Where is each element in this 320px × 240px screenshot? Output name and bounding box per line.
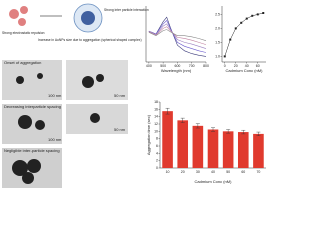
bar <box>237 132 249 168</box>
axes <box>145 6 206 63</box>
x-tick-label: 0 <box>224 64 226 68</box>
axes <box>221 6 266 63</box>
y-tick-label: 12 <box>154 122 158 126</box>
bar <box>192 125 204 168</box>
tem-panels: Onset of aggregation Decreasing interpar… <box>2 60 128 188</box>
particle <box>35 120 45 130</box>
error-bar <box>180 117 185 123</box>
point <box>240 21 243 24</box>
bar <box>177 120 189 168</box>
error-bar <box>211 127 215 132</box>
x-tick-label: 60 <box>256 64 260 68</box>
spectrum-line <box>148 29 207 42</box>
particle <box>16 76 24 84</box>
point <box>234 27 237 30</box>
x-tick-label: 20 <box>181 170 185 174</box>
y-tick-label: 8 <box>156 137 158 141</box>
x-tick-label: 500 <box>160 64 166 68</box>
particle <box>27 159 41 173</box>
y-tick-label: 0 <box>156 166 158 170</box>
x-tick-label: 70 <box>256 170 260 174</box>
error-bar <box>195 123 200 129</box>
x-axis-label: Cadmium Conc (nM) <box>226 68 264 73</box>
x-tick-label: 60 <box>241 170 245 174</box>
x-tick-label: 20 <box>234 64 238 68</box>
tem-image <box>2 104 62 144</box>
bar <box>222 131 234 168</box>
trend-line <box>224 12 264 57</box>
error-bar <box>226 129 231 134</box>
scale-bar: 100 nm <box>48 93 62 98</box>
aggregate-core <box>81 11 95 25</box>
y-axis-label: Aggregation time (sec) <box>146 114 151 155</box>
error-bar <box>241 130 246 135</box>
x-axis-label: Wavelength (nm) <box>161 68 192 73</box>
schematic-label: Strong electrostatic repulsion <box>2 31 45 35</box>
tem-image <box>2 60 62 100</box>
tem-caption: Negligible inter-particle spacing <box>4 148 60 153</box>
schematic-label: Increase in AuNPs size due to aggregatio… <box>38 38 142 42</box>
bar <box>162 111 173 168</box>
y-tick-label: 16 <box>154 107 158 111</box>
error-bar <box>256 131 261 136</box>
scale-bar: 100 nm <box>48 137 62 142</box>
point <box>262 12 265 14</box>
particle <box>37 73 43 79</box>
y-tick-label: 2.5 <box>215 12 220 16</box>
y-tick-label: 2.0 <box>215 26 220 30</box>
spectrum-line <box>148 20 207 53</box>
particle <box>12 160 28 176</box>
point <box>229 38 232 41</box>
spectrum-line <box>148 23 207 49</box>
x-tick-label: 50 <box>226 170 230 174</box>
point <box>245 17 248 20</box>
error-bar <box>165 108 170 115</box>
point <box>251 14 254 17</box>
scale-bar: 50 nm <box>114 127 126 132</box>
tem-caption: Decreasing interparticle spacing <box>4 104 61 109</box>
y-tick-label: 18 <box>154 100 158 104</box>
x-tick-label: 700 <box>189 64 195 68</box>
y-tick-label: 2 <box>156 159 158 163</box>
x-tick-label: 800 <box>203 64 209 68</box>
x-tick-label: 40 <box>245 64 249 68</box>
point <box>256 13 259 16</box>
x-axis-label: Cadmium Conc (nM) <box>195 179 233 184</box>
x-tick-label: 40 <box>211 170 215 174</box>
x-tick-label: 400 <box>146 64 152 68</box>
x-tick-label: 10 <box>166 170 170 174</box>
y-tick-label: 14 <box>154 115 158 119</box>
particle <box>82 76 94 88</box>
y-tick-label: 6 <box>156 144 158 148</box>
particle <box>20 6 28 14</box>
tem-caption: Onset of aggregation <box>4 60 41 65</box>
x-tick-label: 600 <box>175 64 181 68</box>
particle <box>22 172 34 184</box>
y-tick-label: 1.0 <box>215 54 220 58</box>
particle <box>18 18 26 26</box>
y-tick-label: 10 <box>154 129 158 133</box>
scale-bar: 50 nm <box>114 93 126 98</box>
spectrum-line <box>148 16 207 57</box>
y-tick-label: 1.5 <box>215 40 220 44</box>
particle <box>90 113 100 123</box>
schematic-label: Strong inter particle interaction <box>104 8 149 12</box>
bar <box>207 129 219 168</box>
point <box>223 55 226 58</box>
figure: Strong electrostatic repulsion Increase … <box>2 3 266 188</box>
particle <box>96 74 104 82</box>
y-tick-label: 4 <box>156 151 158 155</box>
particle <box>9 9 19 19</box>
particle <box>18 115 32 129</box>
x-tick-label: 30 <box>196 170 200 174</box>
bar <box>253 133 264 168</box>
